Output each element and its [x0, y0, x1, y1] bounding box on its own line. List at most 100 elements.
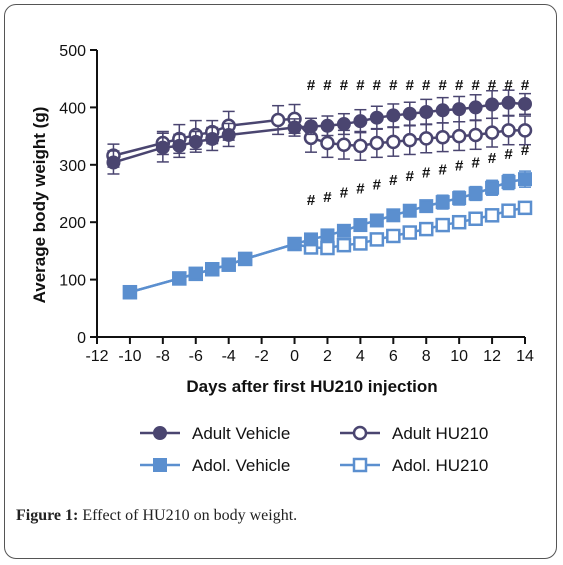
significance-mark: # [471, 77, 480, 94]
legend-label: Adol. Vehicle [192, 456, 290, 475]
x-tick-label: 10 [450, 348, 468, 365]
data-point [336, 137, 352, 152]
data-point [386, 228, 401, 244]
data-point [501, 175, 516, 190]
data-point [122, 285, 137, 300]
legend-label: Adult HU210 [392, 424, 488, 443]
data-point [172, 138, 187, 153]
y-axis-label: Average body weight (g) [30, 107, 49, 304]
data-point [435, 129, 450, 145]
data-point [484, 208, 500, 223]
data-point [221, 257, 236, 272]
significance-mark: # [373, 77, 382, 94]
x-tick-label: -6 [189, 348, 203, 365]
y-tick-label: 500 [59, 43, 86, 60]
legend-label: Adol. HU210 [392, 456, 488, 475]
data-point [501, 123, 516, 138]
data-point [188, 134, 203, 149]
y-tick-label: 100 [59, 273, 86, 290]
data-point [172, 271, 187, 286]
axes: 0 100 200 300 400 500 -12 -10 -8 -6 -4 -2 0 2 4 6 8 10 12 1… [59, 43, 534, 365]
significance-mark: # [307, 77, 316, 94]
legend-marker [153, 426, 167, 440]
series-adol-vehicle [122, 170, 532, 300]
data-point [484, 125, 500, 140]
figure-caption: Figure 1: Effect of HU210 on body weight… [16, 507, 546, 525]
data-point [501, 203, 516, 218]
data-point [353, 114, 368, 129]
y-tick-label: 300 [59, 158, 86, 175]
x-tick-label: 0 [290, 348, 299, 365]
data-point [353, 236, 368, 251]
significance-mark: # [323, 189, 332, 206]
significance-mark: # [356, 181, 365, 198]
x-tick-label: -2 [254, 348, 268, 365]
significance-mark: # [504, 77, 513, 94]
y-tick-label: 0 [77, 330, 86, 347]
x-tick-label: -8 [156, 348, 170, 365]
data-point [517, 123, 533, 138]
significance-mark: # [422, 164, 431, 181]
series-line [113, 117, 525, 157]
x-tick-label: -10 [118, 348, 141, 365]
body-weight-chart: 0 100 200 300 400 500 -12 -10 -8 -6 -4 -2 0 2 4 6 8 10 12 1… [30, 43, 534, 475]
x-tick-label: 8 [422, 348, 431, 365]
data-point [369, 110, 384, 125]
data-point [419, 104, 434, 119]
significance-mark: # [504, 146, 513, 163]
legend-label: Adult Vehicle [192, 424, 290, 443]
data-point [435, 103, 450, 118]
x-tick-label: 2 [323, 348, 332, 365]
data-point [468, 211, 483, 227]
legend-marker [153, 458, 167, 472]
significance-mark: # [422, 77, 431, 94]
significance-mark: # [521, 142, 530, 159]
data-point [320, 118, 335, 133]
legend-marker [352, 425, 368, 441]
caption-text: Effect of HU210 on body weight. [78, 507, 298, 524]
data-point [205, 131, 220, 146]
significance-mark: # [323, 77, 332, 94]
significance-mark: # [340, 185, 349, 202]
data-point [155, 140, 170, 155]
data-point [221, 127, 236, 142]
data-point [188, 266, 203, 281]
significance-mark: # [471, 155, 480, 172]
plot-area: # # # # # # # # # # # # # # # # # # # # # # # # # # # # [106, 77, 533, 300]
data-point [320, 228, 335, 243]
data-point [517, 200, 533, 216]
data-point [402, 132, 418, 148]
x-tick-label: -4 [222, 348, 236, 365]
data-point [402, 225, 418, 240]
significance-mark: # [389, 77, 398, 94]
significance-mark: # [455, 158, 464, 175]
data-point [418, 131, 434, 146]
legend: Adult Vehicle Adult HU210 Adol. Vehicle Ado… [140, 424, 488, 475]
data-point [419, 199, 434, 214]
y-tick-label: 200 [59, 215, 86, 232]
significance-mark: # [521, 77, 530, 94]
data-point [452, 102, 467, 117]
data-point [106, 155, 121, 170]
data-point [353, 218, 368, 233]
data-point [451, 128, 467, 144]
x-tick-label: 12 [483, 348, 501, 365]
data-point [468, 186, 483, 201]
significance-mark: # [488, 77, 497, 94]
legend-marker [352, 457, 368, 473]
legend-item: Adol. Vehicle [140, 456, 290, 475]
data-point [369, 135, 385, 151]
data-point [451, 214, 467, 230]
data-point [418, 221, 434, 237]
significance-mark: # [340, 77, 349, 94]
data-point [336, 237, 352, 253]
data-point [369, 232, 385, 247]
significance-mark: # [373, 176, 382, 193]
data-point [304, 232, 318, 247]
data-point [468, 127, 483, 143]
data-point [238, 251, 253, 266]
significance-mark: # [488, 150, 497, 167]
legend-item: Adult Vehicle [140, 424, 290, 443]
data-point [435, 195, 450, 210]
significance-mark: # [406, 77, 415, 94]
